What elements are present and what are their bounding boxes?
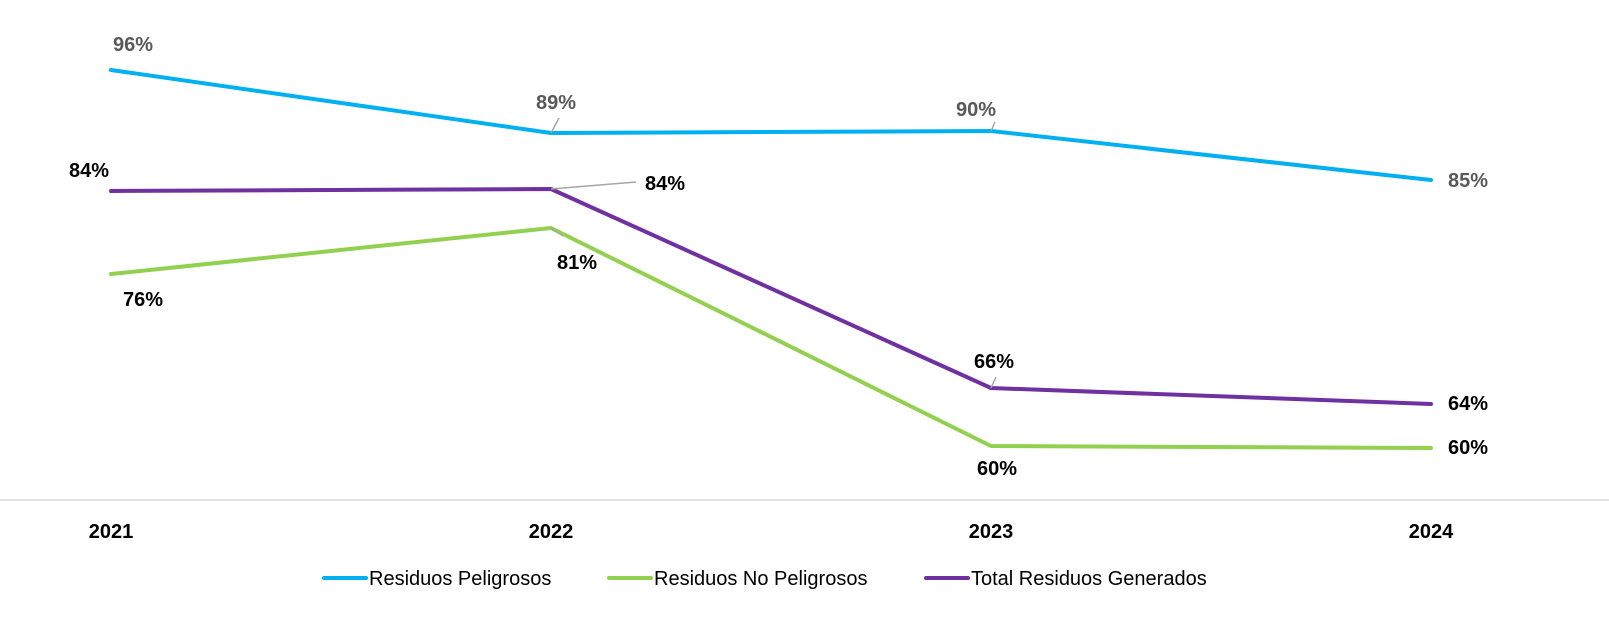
data-label: 96% [113, 34, 153, 56]
series-line-3 [109, 187, 1433, 406]
leader-line [550, 117, 560, 134]
leader-line [550, 227, 564, 237]
data-label: 66% [974, 351, 1014, 373]
leader-line [990, 376, 997, 389]
data-label: 90% [956, 99, 996, 121]
x-axis-tick-labels: 2021 2022 2023 2024 [89, 521, 1454, 543]
data-label: 89% [536, 92, 576, 114]
data-label: 84% [645, 173, 685, 195]
legend-label: Residuos No Peligrosos [654, 568, 867, 590]
x-tick-label: 2024 [1409, 521, 1454, 543]
series-line-2 [109, 226, 1433, 450]
leader-line [550, 181, 637, 190]
legend-label: Total Residuos Generados [971, 568, 1207, 590]
data-label: 76% [123, 289, 163, 311]
legend-label: Residuos Peligrosos [369, 568, 551, 590]
series-line-1 [109, 68, 1433, 182]
data-label: 81% [557, 252, 597, 274]
legend: Residuos Peligrosos Residuos No Peligroso… [322, 568, 1207, 590]
data-labels: 96% 89% 90% 85% 76% 81% 60% 60% 84% 84% 66% 64% [69, 34, 1488, 480]
data-label: 85% [1448, 170, 1488, 192]
leader-lines [550, 117, 997, 389]
data-label: 60% [1448, 437, 1488, 459]
data-label: 60% [977, 458, 1017, 480]
data-label: 84% [69, 160, 109, 182]
x-tick-label: 2023 [969, 521, 1014, 543]
x-tick-label: 2022 [529, 521, 574, 543]
x-tick-label: 2021 [89, 521, 134, 543]
data-label: 64% [1448, 393, 1488, 415]
series-lines [109, 68, 1433, 450]
leader-line [990, 121, 996, 132]
